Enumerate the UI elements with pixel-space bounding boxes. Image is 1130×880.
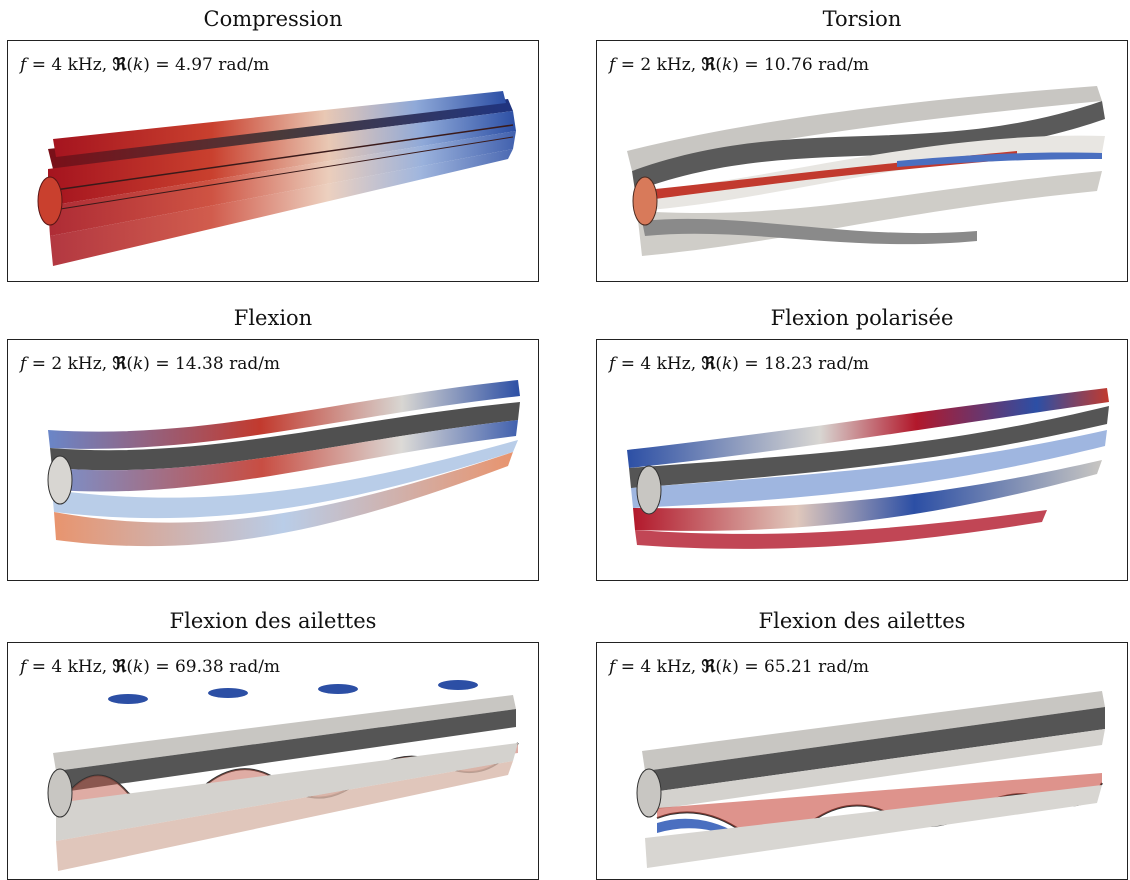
fin-flexion-mode-render-2 — [636, 691, 1105, 868]
panel-label: f = 2 kHz, ℜ(k) = 10.76 rad/m — [609, 55, 870, 75]
panel-frame: f = 4 kHz, ℜ(k) = 69.38 rad/m — [7, 642, 539, 880]
panel-title: Flexion — [233, 306, 313, 330]
panel-label: f = 4 kHz, ℜ(k) = 18.23 rad/m — [609, 354, 870, 374]
panel-title: Flexion des ailettes — [758, 609, 966, 633]
panel-frame: f = 4 kHz, ℜ(k) = 65.21 rad/m — [596, 642, 1128, 880]
fin-flexion-mode-render-1 — [47, 680, 519, 871]
panel-frame: f = 2 kHz, ℜ(k) = 10.76 rad/m — [596, 40, 1128, 282]
panel-title: Flexion des ailettes — [169, 609, 377, 633]
flexion-polarisee-mode-render — [627, 388, 1109, 549]
panel-frame: f = 4 kHz, ℜ(k) = 18.23 rad/m — [596, 339, 1128, 581]
panel-label: f = 4 kHz, ℜ(k) = 4.97 rad/m — [20, 55, 270, 75]
panel-label: f = 4 kHz, ℜ(k) = 65.21 rad/m — [609, 657, 870, 677]
panel-frame: f = 4 kHz, ℜ(k) = 4.97 rad/m — [7, 40, 539, 282]
panel-label: f = 2 kHz, ℜ(k) = 14.38 rad/m — [20, 354, 281, 374]
panel-title: Compression — [203, 7, 343, 31]
panel-label: f = 4 kHz, ℜ(k) = 69.38 rad/m — [20, 657, 281, 677]
panel-title: Flexion polarisée — [770, 306, 954, 330]
panel-title: Torsion — [822, 7, 902, 31]
panel-frame: f = 2 kHz, ℜ(k) = 14.38 rad/m — [7, 339, 539, 581]
torsion-mode-render — [627, 86, 1105, 256]
flexion-mode-render — [47, 380, 520, 547]
compression-mode-render — [37, 91, 516, 266]
